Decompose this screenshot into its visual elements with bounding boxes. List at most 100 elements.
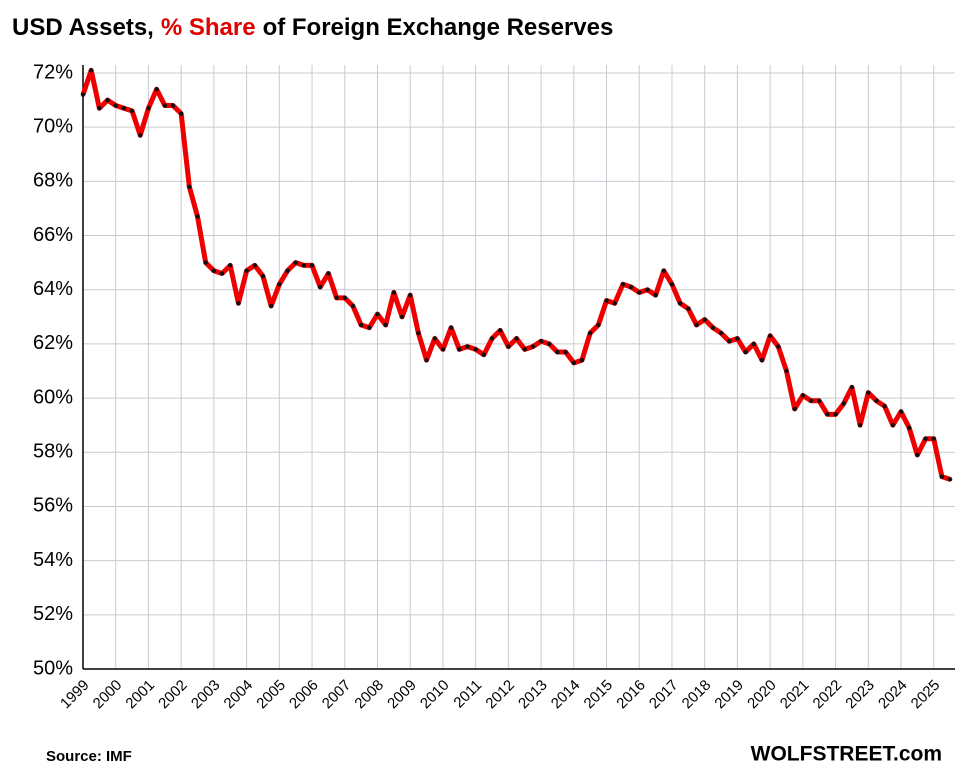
data-point (694, 322, 699, 328)
data-point (743, 349, 748, 355)
y-tick-label: 58% (33, 441, 73, 463)
data-point (620, 282, 626, 287)
data-point (735, 336, 740, 341)
data-point (334, 295, 339, 301)
data-point (817, 398, 822, 403)
data-point (800, 393, 806, 398)
data-point (481, 352, 487, 357)
data-point (432, 336, 437, 341)
data-point (146, 106, 151, 111)
data-point (350, 303, 356, 309)
data-point (596, 322, 601, 328)
data-point (105, 97, 110, 103)
data-point (841, 401, 846, 406)
data-point (759, 357, 765, 363)
data-point (702, 317, 707, 322)
data-point (170, 103, 176, 108)
data-point (776, 344, 781, 349)
y-tick-label: 64% (33, 278, 73, 300)
data-point (440, 347, 446, 352)
data-point (833, 412, 838, 417)
data-point (866, 390, 871, 395)
data-point (195, 214, 200, 219)
chart-title: USD Assets, % Share of Foreign Exchange Re… (12, 14, 613, 41)
data-point (923, 436, 928, 441)
data-point (88, 68, 94, 73)
data-point (489, 336, 495, 341)
data-point (767, 333, 773, 338)
data-point (138, 133, 143, 138)
data-point (285, 268, 290, 273)
source: Source: IMF (46, 748, 132, 765)
data-point (874, 398, 879, 403)
data-point (203, 260, 208, 265)
data-point (301, 263, 307, 268)
data-point (604, 298, 609, 303)
data-point (931, 436, 936, 441)
data-point (890, 422, 896, 428)
y-tick-label: 60% (33, 386, 73, 408)
data-point (653, 292, 658, 298)
data-point (751, 341, 756, 347)
data-point (358, 322, 364, 328)
data-point (808, 398, 814, 403)
brand: WOLFSTREET.com (751, 743, 942, 766)
data-point (383, 322, 388, 328)
data-point (252, 263, 257, 268)
data-point (154, 87, 159, 92)
data-point (628, 284, 634, 290)
y-tick-label: 66% (33, 224, 73, 246)
data-point (710, 325, 716, 330)
y-tick-label: 54% (33, 549, 73, 571)
y-tick-label: 62% (33, 332, 73, 354)
data-point (219, 271, 225, 276)
data-point (326, 271, 331, 276)
data-point (375, 311, 380, 317)
data-point (784, 368, 789, 374)
data-point (121, 106, 127, 111)
data-point (473, 347, 478, 352)
y-tick-label: 50% (33, 657, 73, 679)
data-point (342, 295, 347, 301)
data-point (563, 349, 568, 355)
y-tick-label: 52% (33, 603, 73, 625)
data-point (661, 268, 666, 273)
data-point (162, 103, 168, 108)
data-point (882, 404, 887, 409)
data-point (448, 325, 454, 330)
data-point (857, 422, 863, 428)
data-point (612, 301, 617, 306)
data-point (718, 330, 724, 336)
data-point (318, 284, 323, 290)
data-point (849, 385, 855, 390)
data-point (514, 336, 519, 341)
title-part: of Foreign Exchange Reserves (263, 14, 614, 41)
title-part: % Share (161, 14, 256, 41)
data-point (465, 344, 470, 349)
data-point (898, 409, 904, 414)
data-point (236, 301, 241, 306)
data-point (97, 106, 102, 111)
data-point (792, 406, 797, 412)
data-point (80, 92, 86, 97)
data-point (399, 314, 405, 320)
data-point (416, 330, 421, 336)
y-tick-label: 56% (33, 495, 73, 517)
data-point (677, 301, 683, 306)
data-point (555, 349, 560, 355)
data-point (228, 263, 233, 268)
data-point (686, 306, 691, 311)
data-point (547, 341, 552, 347)
data-point (424, 357, 429, 363)
data-point (939, 474, 945, 479)
data-point (408, 292, 413, 298)
data-point (391, 290, 397, 295)
title-part: USD Assets, (12, 14, 154, 41)
data-point (669, 282, 675, 287)
y-tick-label: 68% (33, 170, 73, 192)
data-point (587, 330, 593, 336)
data-point (268, 303, 274, 309)
data-point (129, 108, 135, 114)
